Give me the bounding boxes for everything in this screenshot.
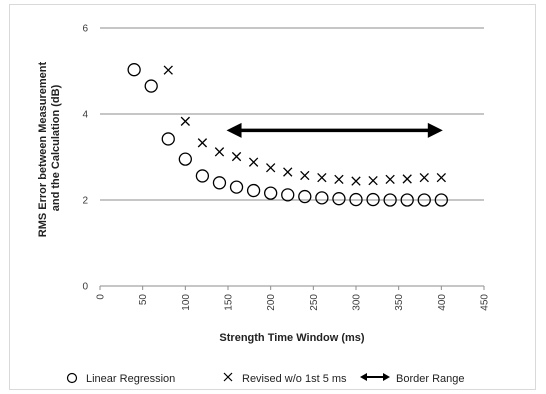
x-tick-label-400: 400 xyxy=(437,294,448,311)
point-revised-400 xyxy=(436,172,446,183)
point-revised-180 xyxy=(248,157,259,167)
border-range-arrow xyxy=(226,122,443,138)
point-revised-240 xyxy=(300,170,310,181)
x-tick-label-100: 100 xyxy=(181,294,192,311)
point-linear-regression-220 xyxy=(281,188,295,202)
point-revised-200 xyxy=(266,163,276,173)
point-linear-regression-400 xyxy=(434,193,448,207)
x-tick-label-150: 150 xyxy=(224,294,235,311)
point-linear-regression-300 xyxy=(349,192,363,207)
legend-label-revised: Revised w/o 1st 5 ms xyxy=(242,373,347,385)
point-revised-80 xyxy=(163,65,173,75)
legend-circle-marker xyxy=(66,372,78,384)
legend-label-linear-regression: Linear Regression xyxy=(86,373,175,385)
x-axis-title: Strength Time Window (ms) xyxy=(219,332,364,344)
point-revised-220 xyxy=(283,167,293,177)
point-linear-regression-360 xyxy=(400,193,414,207)
y-tick-label-0: 0 xyxy=(82,282,88,293)
point-linear-regression-180 xyxy=(246,183,261,198)
y-tick-label-4: 4 xyxy=(82,110,88,121)
legend-label-border-range: Border Range xyxy=(396,373,465,385)
point-revised-340 xyxy=(385,174,395,185)
annotation-layer xyxy=(226,122,443,138)
point-revised-280 xyxy=(334,174,344,185)
point-revised-120 xyxy=(197,138,208,148)
x-tick-label-50: 50 xyxy=(138,294,149,306)
point-linear-regression-380 xyxy=(417,193,431,207)
x-tick-label-0: 0 xyxy=(96,294,107,300)
point-linear-regression-80 xyxy=(161,132,175,146)
data-layer xyxy=(127,63,448,207)
grid-layer xyxy=(100,27,484,201)
point-revised-100 xyxy=(180,116,190,126)
y-tick-label-2: 2 xyxy=(82,196,88,207)
x-tick-label-300: 300 xyxy=(352,294,363,311)
x-tick-label-250: 250 xyxy=(309,294,320,311)
point-linear-regression-120 xyxy=(195,169,210,183)
point-linear-regression-160 xyxy=(229,180,244,194)
point-revised-300 xyxy=(351,176,361,186)
point-revised-160 xyxy=(231,151,242,162)
y-tick-label-6: 6 xyxy=(82,24,88,35)
y-axis-title-line-2: and the Calculation (dB) xyxy=(50,84,62,211)
legend-double-arrow-marker xyxy=(360,373,390,381)
point-linear-regression-40 xyxy=(127,63,141,77)
legend-x-marker xyxy=(223,372,233,382)
point-revised-380 xyxy=(419,172,429,183)
point-revised-320 xyxy=(368,175,378,186)
x-tick-label-200: 200 xyxy=(266,294,277,311)
point-linear-regression-240 xyxy=(298,189,312,204)
axis-layer: 0 2 4 6 0 50 100 150 200 250 300 350 400 450 xyxy=(82,24,490,311)
point-linear-regression-260 xyxy=(315,191,329,205)
point-linear-regression-100 xyxy=(178,152,192,166)
point-revised-360 xyxy=(402,174,412,184)
x-tick-label-450: 450 xyxy=(480,294,491,311)
point-linear-regression-280 xyxy=(332,192,346,206)
point-linear-regression-320 xyxy=(366,192,380,207)
legend: Linear Regression Revised w/o 1st 5 ms B… xyxy=(66,372,465,385)
y-axis-title-line-1: RMS Error between Measurement xyxy=(37,61,49,237)
x-tick-label-350: 350 xyxy=(394,294,405,311)
y-axis-title: RMS Error between Measurement and the Ca… xyxy=(37,59,62,238)
point-revised-140 xyxy=(214,147,225,157)
point-linear-regression-340 xyxy=(383,193,397,207)
point-revised-260 xyxy=(317,172,327,183)
point-linear-regression-140 xyxy=(212,176,227,190)
chart-frame xyxy=(9,4,536,390)
point-linear-regression-60 xyxy=(144,79,158,93)
point-linear-regression-200 xyxy=(264,186,278,200)
